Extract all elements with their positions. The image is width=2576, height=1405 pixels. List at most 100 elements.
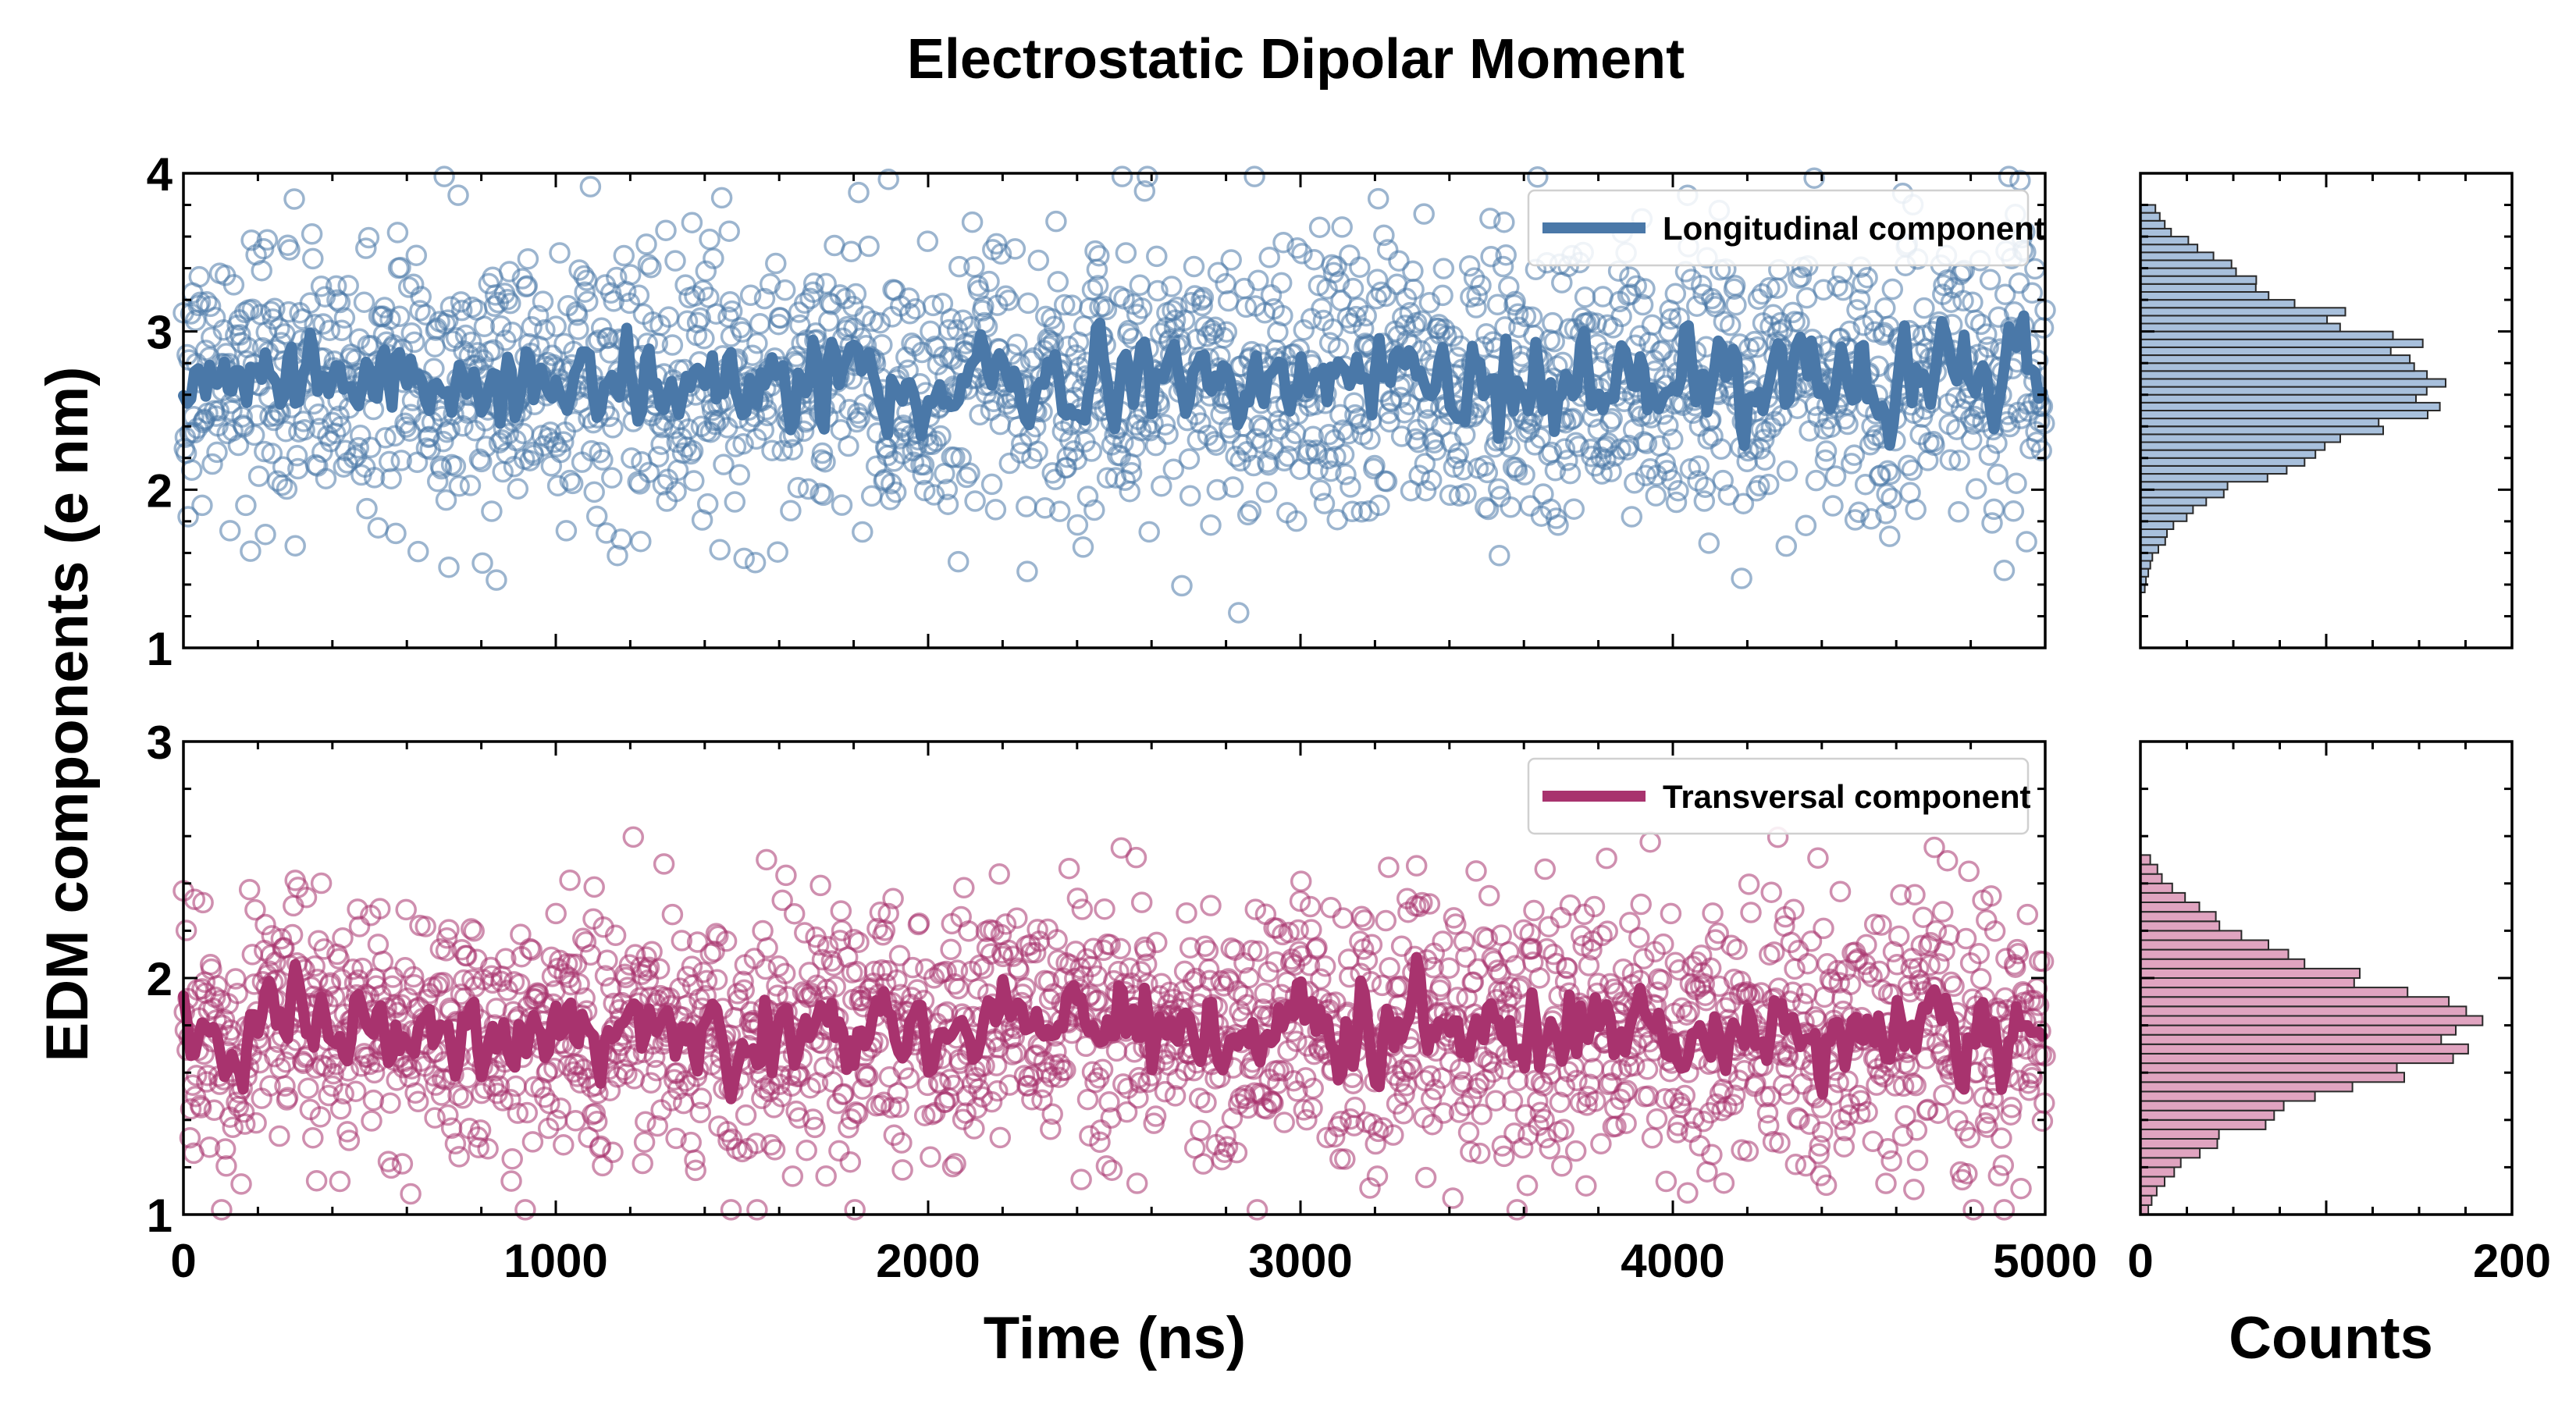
data-point (1258, 454, 1279, 476)
data-point (507, 478, 529, 500)
hist-bar (2140, 322, 2341, 333)
x-axis-label: Time (ns) (984, 1305, 1246, 1371)
data-point (386, 222, 409, 244)
data-point (402, 273, 425, 296)
data-point (1144, 434, 1167, 457)
data-point (1375, 471, 1398, 493)
data-point (671, 930, 693, 951)
data-point (976, 315, 998, 338)
data-point (857, 1065, 879, 1087)
data-point (1343, 392, 1365, 414)
data-point (206, 975, 228, 997)
data-point (1667, 479, 1689, 502)
data-point (1244, 165, 1265, 187)
data-point (884, 481, 907, 503)
data-point (1952, 290, 1974, 312)
data-point (720, 1199, 742, 1221)
data-point (1088, 244, 1110, 267)
data-point (1306, 937, 1328, 959)
data-point (940, 938, 962, 961)
data-point (233, 1113, 256, 1135)
data-point (491, 429, 513, 451)
data-point (1017, 292, 1039, 315)
hist-bar (2140, 528, 2168, 539)
data-point (516, 1101, 539, 1124)
data-point (683, 470, 705, 492)
data-point (1194, 935, 1216, 958)
hist-bar (2140, 1157, 2182, 1168)
data-point (665, 480, 687, 503)
data-point (607, 1066, 628, 1088)
hist-bar (2140, 236, 2190, 246)
data-point (338, 1129, 361, 1151)
hist-bar (2140, 1100, 2285, 1112)
data-point (1320, 460, 1342, 482)
hist-bar (2140, 1033, 2443, 1045)
y-tick-label: 1 (147, 1190, 173, 1242)
data-point (1489, 545, 1510, 567)
data-point (331, 319, 353, 342)
data-point (574, 987, 596, 1009)
x-tick-label: 5000 (1993, 1235, 2097, 1287)
data-point (742, 344, 763, 366)
data-point (1048, 500, 1071, 522)
data-point (1514, 464, 1535, 486)
data-point (637, 969, 660, 991)
data-point (961, 211, 984, 233)
hist-bar (2140, 330, 2394, 340)
data-point (400, 322, 423, 344)
data-point (1476, 461, 1499, 484)
data-point (988, 863, 1010, 885)
data-point (585, 1111, 608, 1133)
data-point (1458, 255, 1481, 277)
data-point (2030, 439, 2052, 462)
data-point (190, 1097, 212, 1119)
hist-bar (2140, 267, 2237, 277)
hist-bar (2140, 1005, 2467, 1017)
hist-bar (2140, 378, 2446, 388)
data-point (1657, 414, 1679, 436)
data-point (215, 1155, 237, 1177)
data-point (208, 400, 230, 422)
data-point (318, 319, 341, 341)
data-point (256, 229, 279, 251)
data-point (1977, 336, 1999, 358)
data-point (1965, 478, 1987, 500)
data-point (706, 969, 728, 991)
data-point (1356, 949, 1379, 971)
data-point (360, 436, 382, 459)
data-point (902, 956, 923, 979)
data-point (233, 1101, 255, 1123)
data-point (638, 461, 660, 483)
data-point (1065, 344, 1087, 366)
data-point (882, 887, 904, 909)
data-point (545, 902, 567, 925)
data-point (585, 505, 608, 528)
data-point (1366, 1165, 1389, 1187)
data-point (681, 439, 704, 462)
data-point (1998, 165, 2020, 187)
data-point (302, 247, 324, 270)
data-point (1228, 602, 1250, 624)
data-point (1993, 560, 2016, 582)
data-point (1790, 265, 1813, 288)
data-point (1514, 305, 1537, 328)
histogram-transversal: 0 200 (2127, 740, 2551, 1287)
data-point (201, 453, 223, 475)
data-point (733, 547, 755, 570)
data-point (284, 535, 306, 557)
data-point (597, 326, 619, 349)
data-point (1414, 1166, 1437, 1189)
data-point (488, 1075, 511, 1097)
data-point (332, 927, 354, 949)
data-point (568, 318, 589, 340)
data-point (1986, 432, 2008, 454)
hist-bar (2140, 393, 2417, 404)
data-point (1455, 482, 1477, 505)
data-point (355, 237, 377, 259)
data-point (1350, 905, 1373, 927)
data-point (579, 176, 602, 197)
data-point (226, 983, 248, 1005)
data-point (693, 328, 715, 350)
data-point (686, 931, 709, 953)
